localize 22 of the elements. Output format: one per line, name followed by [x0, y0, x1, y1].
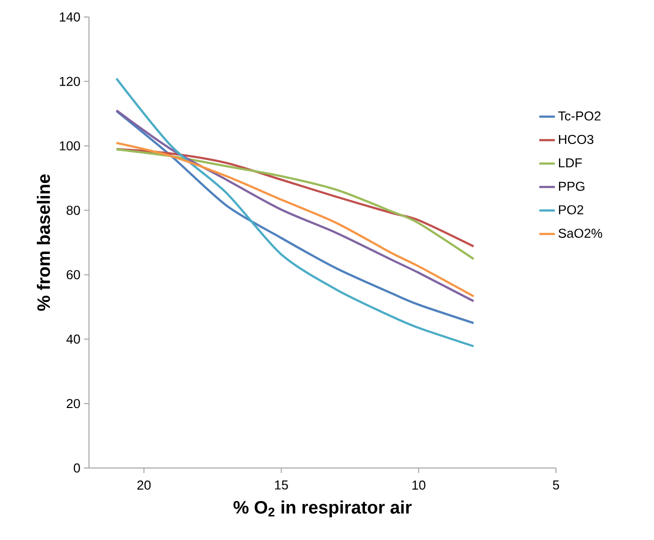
legend-label: LDF [559, 158, 582, 168]
x-tick-label: 15 [275, 480, 288, 490]
y-tick-label: 20 [66, 398, 80, 408]
y-tick-label: 140 [60, 12, 80, 22]
legend-label: SaO2% [558, 228, 602, 238]
y-tick-label: 100 [60, 141, 80, 150]
x-tick-label: 5 [552, 480, 560, 490]
legend-label: PPG [559, 182, 584, 191]
legend-label: Tc-PO2 [558, 111, 600, 121]
x-axis-title: % O$_{2}$ in respirator air [234, 500, 412, 518]
legend-label: HCO3 [559, 134, 594, 144]
y-tick-label: 60 [66, 270, 80, 280]
x-tick-label: 20 [137, 480, 151, 490]
legend-label: PO2 [559, 205, 584, 214]
y-tick-label: 0 [74, 463, 80, 473]
x-tick-label: 10 [412, 480, 426, 490]
line-series [115, 77, 475, 348]
line-series [115, 142, 475, 298]
y-tick-label: 120 [60, 76, 80, 86]
y-axis-title: % from baseline [36, 174, 50, 311]
y-tick-label: 40 [66, 334, 80, 344]
y-tick-label: 80 [66, 206, 80, 215]
